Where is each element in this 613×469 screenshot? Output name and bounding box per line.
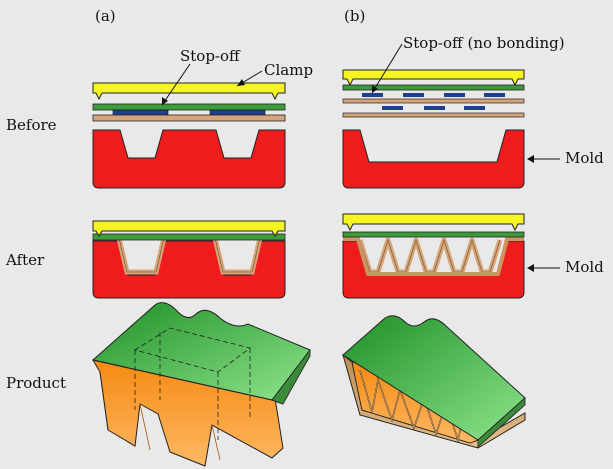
panel-b-before bbox=[342, 43, 560, 189]
clamp-bar bbox=[342, 69, 525, 87]
panel-b-product bbox=[342, 315, 526, 449]
product-top bbox=[342, 315, 526, 441]
product-label: Product bbox=[6, 374, 66, 392]
panel-b-label: (b) bbox=[344, 7, 366, 25]
clamp-bar bbox=[92, 82, 286, 101]
mold bbox=[92, 129, 286, 189]
green-sheet bbox=[92, 103, 286, 111]
stopoff-patch bbox=[209, 109, 266, 116]
panel-b-after bbox=[342, 213, 560, 299]
mold-label-after: Mold bbox=[565, 258, 604, 276]
product-top bbox=[91, 302, 311, 401]
mold-label-before: Mold bbox=[565, 149, 604, 167]
stopoff-patch bbox=[362, 93, 383, 97]
tan-sheet bbox=[342, 112, 525, 118]
tan-sheet bbox=[342, 98, 525, 104]
before-label: Before bbox=[6, 116, 57, 134]
stopoff-patch bbox=[444, 93, 465, 97]
outer-sheet bbox=[343, 237, 524, 276]
tan-sheet bbox=[92, 114, 286, 122]
panel-a-before bbox=[92, 63, 286, 189]
clamp-label: Clamp bbox=[264, 61, 314, 79]
stopoff-no-bonding-label: Stop-off (no bonding) bbox=[403, 34, 565, 52]
green-sheet bbox=[92, 233, 286, 241]
corrugated-core bbox=[357, 237, 503, 275]
stopoff-patch bbox=[464, 106, 485, 110]
stopoff-patch bbox=[424, 106, 445, 110]
green-sheet bbox=[342, 231, 525, 238]
green-sheet bbox=[342, 84, 525, 91]
stopoff-patch bbox=[403, 93, 424, 97]
panel-a-product bbox=[91, 302, 311, 467]
panel-a-label: (a) bbox=[95, 7, 116, 25]
stopoff-patch bbox=[382, 106, 403, 110]
clamp-bar bbox=[342, 213, 525, 232]
mold bbox=[342, 129, 525, 189]
stopoff-label: Stop-off bbox=[180, 47, 240, 65]
stopoff-patch bbox=[112, 109, 169, 116]
clamp-bar bbox=[92, 220, 286, 237]
stopoff-patch bbox=[484, 93, 505, 97]
after-label: After bbox=[6, 251, 45, 269]
panel-a-after bbox=[92, 220, 286, 299]
